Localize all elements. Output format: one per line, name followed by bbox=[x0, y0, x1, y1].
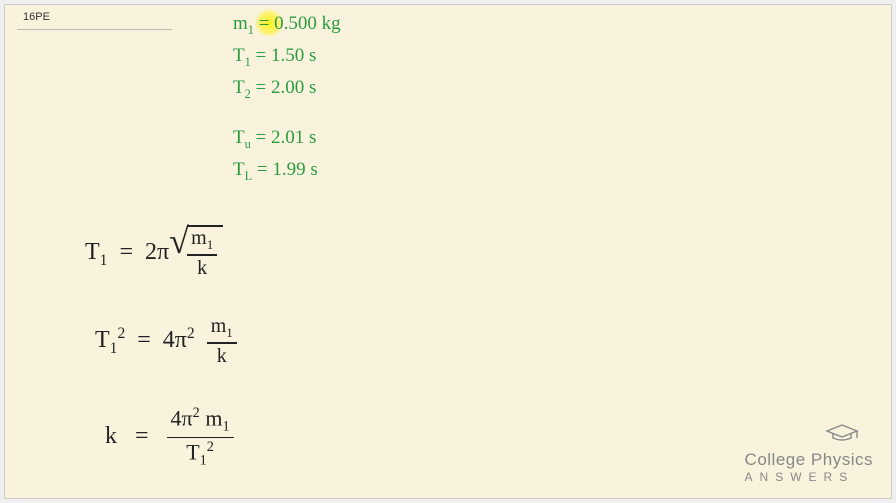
val-m1: 0.500 kg bbox=[274, 13, 341, 34]
eq1-den: k bbox=[187, 257, 217, 280]
logo-title: College Physics bbox=[745, 450, 873, 470]
equation-3: k = 4π2 m1 T12 bbox=[105, 405, 234, 470]
eq1-lhs: T1 bbox=[85, 239, 107, 265]
logo-subtitle: ANSWERS bbox=[745, 470, 873, 484]
eq2-num: m1 bbox=[207, 315, 237, 341]
given-t2: T2 = 2.00 s bbox=[233, 77, 316, 102]
given-tl: TL = 1.99 s bbox=[233, 159, 318, 184]
given-t1: T1 = 1.50 s bbox=[233, 45, 316, 70]
worksheet-page: 16PE m1 = 0.500 kg T1 = 1.50 s T2 = 2.00… bbox=[4, 4, 892, 499]
eq2-lhs: T12 bbox=[95, 327, 125, 353]
eq1-num: m1 bbox=[187, 227, 217, 253]
eq3-fraction: 4π2 m1 T12 bbox=[167, 405, 234, 470]
eq2-fraction: m1 k bbox=[207, 315, 237, 368]
eq3-num: 4π2 m1 bbox=[167, 405, 234, 436]
brand-logo: College Physics ANSWERS bbox=[745, 423, 873, 484]
given-tu: Tu = 2.01 s bbox=[233, 127, 316, 152]
eq2-den: k bbox=[207, 345, 237, 368]
problem-number: 16PE bbox=[23, 11, 50, 23]
graduation-cap-icon bbox=[825, 423, 859, 448]
val-t1: 1.50 s bbox=[271, 45, 316, 66]
eq3-den: T12 bbox=[167, 439, 234, 470]
sqrt-sign-icon: √ bbox=[169, 223, 189, 259]
eq1-fraction: m1 k bbox=[187, 227, 217, 280]
given-m1: m1 = 0.500 kg bbox=[233, 13, 341, 38]
val-tl: 1.99 s bbox=[272, 159, 317, 180]
equation-1: T1 = 2π √ m1 k bbox=[85, 227, 217, 280]
label-underline bbox=[17, 29, 172, 30]
equation-2: T12 = 4π2 m1 k bbox=[95, 315, 237, 368]
eq3-lhs: k bbox=[105, 423, 117, 449]
val-tu: 2.01 s bbox=[271, 127, 316, 148]
sqrt-bar bbox=[187, 225, 223, 227]
val-t2: 2.00 s bbox=[271, 77, 316, 98]
